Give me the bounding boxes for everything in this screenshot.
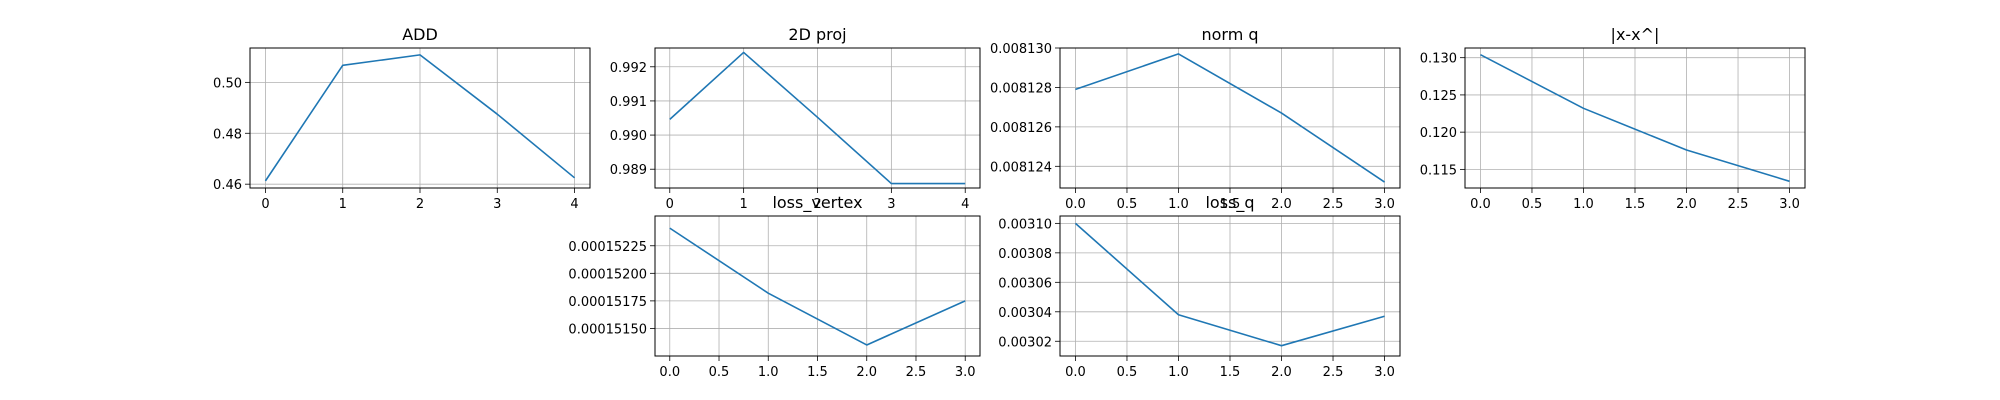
x-tick-label: 0.0: [1065, 197, 1086, 212]
series-line: [669, 51, 966, 185]
x-tick-label: 0.5: [709, 365, 730, 380]
y-tick-label: 0.00015225: [568, 240, 647, 255]
x-tick-label: 1.5: [1625, 197, 1646, 212]
y-tick-label: 0.008124: [990, 160, 1052, 175]
chart-title: 2D proj: [788, 25, 846, 44]
y-tick-label: 0.130: [1420, 52, 1457, 67]
axes-frame: [1059, 215, 1401, 357]
x-tick-label: 2: [813, 197, 821, 212]
series-line: [1075, 53, 1385, 183]
chart-3: |x-x^| 0.0 0.5 1.0 1.5 2.0 2.5 3.0 0.115 0.120 0.1…: [1420, 25, 1806, 212]
x-tick-label: 3: [493, 197, 501, 212]
x-tick-label: 2.0: [1271, 197, 1292, 212]
x-tick-label: 1.0: [1168, 365, 1189, 380]
y-tick-label: 0.989: [610, 163, 647, 178]
x-tick-label: 2.0: [856, 365, 877, 380]
axes-frame: [1464, 47, 1806, 189]
x-tick-label: 0.0: [1065, 365, 1086, 380]
x-tick-label: 2.0: [1676, 197, 1697, 212]
x-tick-label: 4: [961, 197, 969, 212]
chart-0: ADD 0 1 2 3 4 0.46 0.48 0.50: [213, 25, 591, 212]
chart-title: loss_q: [1205, 193, 1254, 213]
y-tick-label: 0.008130: [990, 42, 1052, 57]
x-tick-label: 0.5: [1117, 197, 1138, 212]
chart-title: loss_vertex: [772, 193, 862, 213]
y-tick-label: 0.00015175: [568, 295, 647, 310]
x-tick-label: 0: [261, 197, 269, 212]
y-tick-label: 0.008128: [990, 81, 1052, 96]
chart-1: 2D proj 0 1 2 3 4 0.989 0.990 0.991 0.992: [610, 25, 981, 212]
y-tick-label: 0.48: [213, 127, 242, 142]
x-tick-label: 2.5: [1323, 365, 1344, 380]
x-tick-label: 1.5: [1220, 365, 1241, 380]
y-tick-label: 0.46: [213, 178, 242, 193]
x-tick-label: 2.0: [1271, 365, 1292, 380]
x-tick-label: 4: [570, 197, 578, 212]
chart-title: |x-x^|: [1611, 25, 1660, 44]
x-tick-label: 0.0: [659, 365, 680, 380]
y-tick-label: 0.00015200: [568, 267, 647, 282]
y-tick-label: 0.00015150: [568, 322, 647, 337]
axes-frame: [654, 47, 981, 189]
x-tick-label: 3.0: [1374, 197, 1395, 212]
axes-frame: [249, 47, 591, 189]
x-tick-label: 3: [887, 197, 895, 212]
axes-frame: [654, 215, 981, 357]
chart-title: ADD: [402, 25, 438, 44]
x-tick-label: 1.0: [1168, 197, 1189, 212]
x-tick-label: 2.5: [906, 365, 927, 380]
x-tick-label: 2: [416, 197, 424, 212]
series-line: [1480, 53, 1790, 183]
y-tick-label: 0.00306: [998, 276, 1052, 291]
axes-frame: [1059, 47, 1401, 189]
x-tick-label: 1.0: [758, 365, 779, 380]
series-line: [1074, 222, 1385, 347]
x-tick-label: 0.0: [1470, 197, 1491, 212]
x-tick-label: 0.5: [1117, 365, 1138, 380]
y-tick-label: 0.125: [1420, 89, 1457, 104]
x-tick-label: 1: [739, 197, 747, 212]
x-tick-label: 3.0: [955, 365, 976, 380]
y-tick-label: 0.008126: [990, 121, 1052, 136]
y-tick-label: 0.00302: [998, 335, 1052, 350]
series-line: [669, 227, 966, 346]
chart-2: norm q 0.0 0.5 1.0 1.5 2.0 2.5 3.0 0.008124 0.008…: [990, 25, 1401, 212]
x-tick-label: 1.0: [1573, 197, 1594, 212]
y-tick-label: 0.990: [610, 129, 647, 144]
x-tick-label: 2.5: [1728, 197, 1749, 212]
x-tick-label: 1: [339, 197, 347, 212]
y-tick-label: 0.00310: [998, 217, 1052, 232]
y-tick-label: 0.115: [1420, 163, 1457, 178]
y-tick-label: 0.992: [610, 61, 647, 76]
x-tick-label: 0: [666, 197, 674, 212]
x-tick-label: 3.0: [1779, 197, 1800, 212]
series-line: [264, 54, 576, 182]
x-tick-label: 1.5: [1220, 197, 1241, 212]
x-tick-label: 3.0: [1374, 365, 1395, 380]
chart-5: loss_q 0.0 0.5 1.0 1.5 2.0 2.5 3.0 0.00302 0.0030…: [998, 193, 1401, 380]
x-tick-label: 1.5: [807, 365, 828, 380]
y-tick-label: 0.50: [213, 76, 242, 91]
y-tick-label: 0.120: [1420, 126, 1457, 141]
x-tick-label: 2.5: [1323, 197, 1344, 212]
y-tick-label: 0.00304: [998, 306, 1052, 321]
chart-title: norm q: [1201, 25, 1258, 44]
x-tick-label: 0.5: [1522, 197, 1543, 212]
y-tick-label: 0.991: [610, 95, 647, 110]
chart-4: loss_vertex 0.0 0.5 1.0 1.5 2.0 2.5 3.0 0.000151…: [568, 193, 981, 380]
y-tick-label: 0.00308: [998, 247, 1052, 262]
